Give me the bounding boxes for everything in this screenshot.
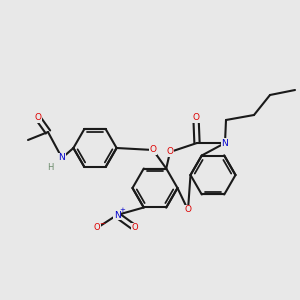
Text: O: O — [193, 113, 200, 122]
Text: O: O — [132, 224, 138, 232]
Text: O: O — [184, 206, 191, 214]
Text: O: O — [94, 224, 100, 232]
Text: O: O — [149, 146, 157, 154]
Text: N: N — [222, 139, 228, 148]
Text: N: N — [58, 154, 65, 163]
Text: O: O — [167, 148, 173, 157]
Text: +: + — [119, 208, 125, 214]
Text: −: − — [100, 221, 105, 227]
Text: O: O — [34, 113, 41, 122]
Text: N: N — [114, 211, 120, 220]
Text: H: H — [47, 163, 53, 172]
